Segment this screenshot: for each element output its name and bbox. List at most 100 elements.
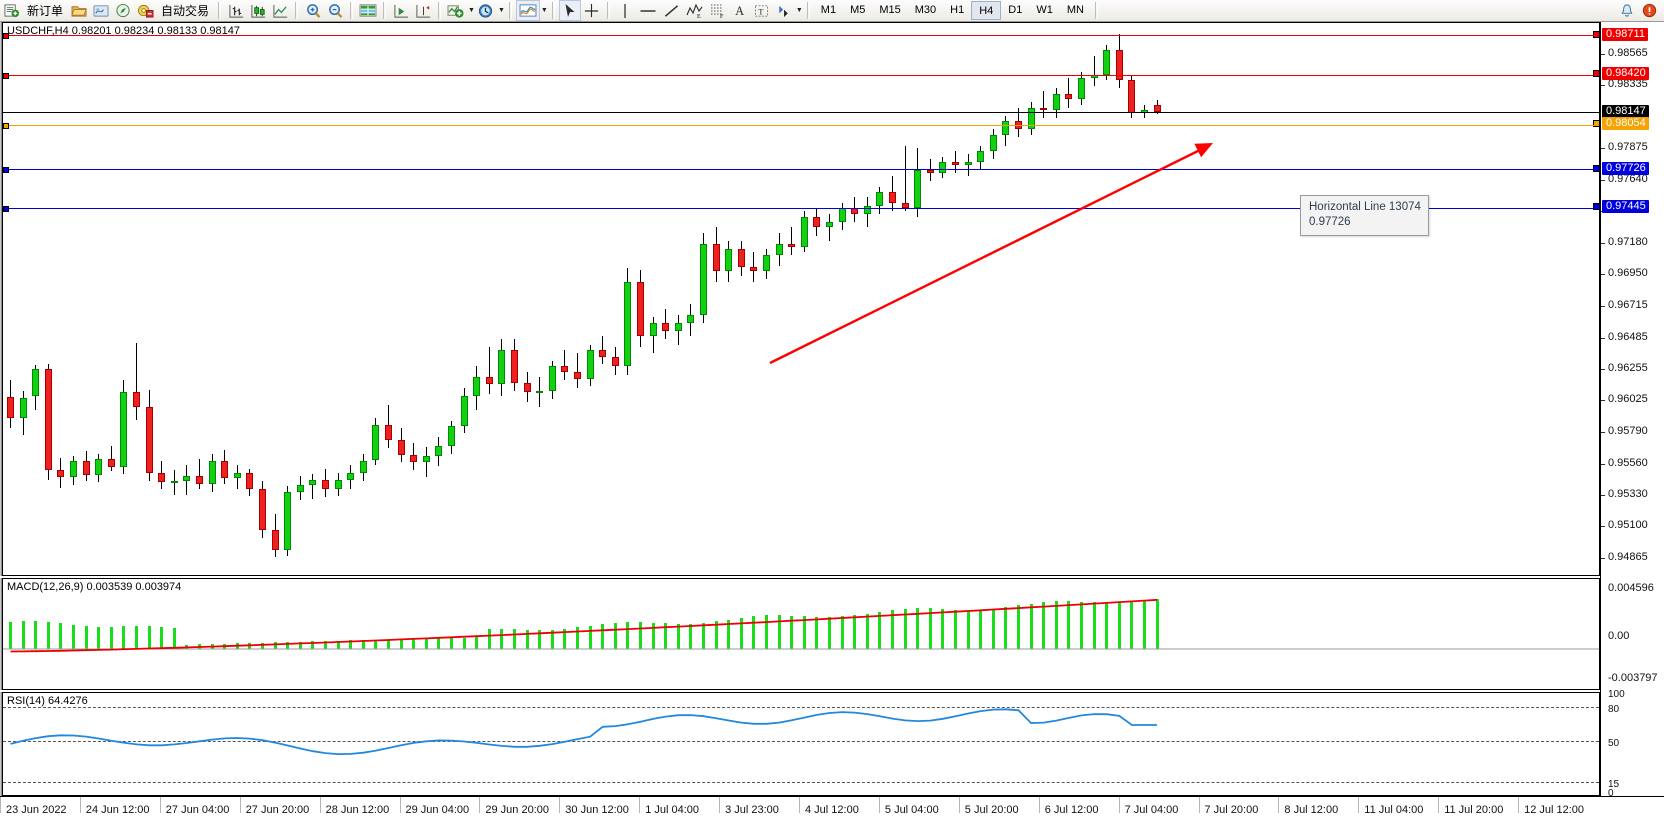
level-tag-handle[interactable]	[1593, 70, 1600, 78]
chevron-down-icon[interactable]: ▼	[540, 7, 548, 14]
new-order-icon[interactable]	[0, 0, 22, 21]
vertical-line-icon[interactable]	[614, 0, 636, 21]
bar-chart-icon[interactable]	[225, 0, 247, 21]
level-handle[interactable]	[3, 205, 9, 212]
elliott-wave-icon[interactable]: E	[683, 0, 706, 21]
level-handle[interactable]	[3, 122, 9, 129]
orange-level-tag[interactable]: 0.98054	[1593, 117, 1649, 131]
chevron-down-icon[interactable]: ▼	[795, 7, 803, 14]
folder-icon[interactable]	[68, 0, 90, 21]
shapes-icon[interactable]	[773, 0, 795, 21]
candle	[347, 23, 355, 575]
time-axis-label: 30 Jun 12:00	[565, 804, 629, 816]
candle-body	[133, 392, 140, 408]
timeframe-w1[interactable]: W1	[1036, 4, 1053, 16]
chevron-down-icon[interactable]: ▼	[497, 7, 505, 14]
timeframe-h4[interactable]: H4	[971, 1, 1002, 20]
price-chart-pane[interactable]: USDCHF,H4 0.98201 0.98234 0.98133 0.9814…	[2, 22, 1600, 576]
templates-icon[interactable]	[515, 0, 540, 21]
data-window-icon[interactable]	[90, 0, 112, 21]
timeframe-m15[interactable]: M15	[879, 4, 901, 16]
price-pane-rail[interactable]	[0, 22, 2, 576]
rsi-pane-rail[interactable]	[0, 692, 2, 796]
macd-histogram-bar	[954, 609, 957, 649]
timeframe-d1[interactable]: D1	[1008, 4, 1023, 16]
time-axis-label: 3 Jul 23:00	[725, 804, 779, 816]
level-tag-handle[interactable]	[1593, 164, 1600, 172]
tooltip-value: 0.97726	[1309, 216, 1351, 228]
candle-wick	[488, 347, 490, 394]
horizontal-line-icon[interactable]	[636, 0, 660, 21]
timeframe-m30[interactable]: M30	[914, 4, 937, 16]
level-line-resistance[interactable]	[3, 72, 1599, 79]
grid-icon[interactable]	[357, 0, 379, 21]
macd-pane-rail[interactable]	[0, 578, 2, 690]
level-tag-handle[interactable]	[1593, 203, 1600, 211]
text-label-icon[interactable]: T	[751, 0, 773, 21]
candle-body	[170, 480, 178, 483]
price-axis-tick: 0.97180	[1608, 235, 1648, 248]
auto-trading-label[interactable]: 自动交易	[161, 4, 210, 18]
trendline-icon[interactable]	[660, 0, 683, 21]
indicators-icon[interactable]	[445, 0, 467, 21]
macd-histogram-bar	[676, 623, 680, 649]
zoom-in-icon[interactable]	[302, 0, 324, 21]
level-line-ask[interactable]	[3, 33, 1599, 40]
toolbar-separator	[350, 2, 354, 19]
timeframe-mn[interactable]: MN	[1066, 4, 1084, 16]
macd-histogram-bar	[361, 640, 365, 649]
shift-end-icon[interactable]	[390, 0, 412, 21]
timeframe-m5[interactable]: M5	[850, 4, 866, 16]
level-line-last[interactable]	[3, 112, 1599, 113]
navigator-icon[interactable]	[112, 0, 134, 21]
candle-body	[246, 472, 254, 490]
crosshair-icon[interactable]	[581, 0, 603, 21]
candlestick-chart-icon[interactable]	[247, 0, 269, 21]
macd-pane[interactable]: MACD(12,26,9) 0.003539 0.003974	[2, 578, 1600, 690]
candle-body	[586, 350, 594, 379]
level-handle[interactable]	[3, 167, 9, 174]
ask-price-tag[interactable]: 0.98711	[1593, 27, 1648, 41]
level-line-horizontal-line-13074[interactable]	[3, 167, 1599, 174]
macd-histogram-bar	[1155, 599, 1159, 649]
last-price-tag[interactable]: 0.98147	[1602, 104, 1649, 118]
alert-icon[interactable]	[1616, 0, 1638, 21]
candle-body	[1115, 50, 1123, 81]
chart-area[interactable]: USDCHF,H4 0.98201 0.98234 0.98133 0.9814…	[0, 22, 1664, 829]
line-chart-icon[interactable]	[269, 0, 291, 21]
level-line-pivot[interactable]	[3, 122, 1599, 129]
help-icon[interactable]	[1638, 0, 1660, 21]
period-clock-icon[interactable]	[475, 0, 497, 21]
rsi-pane[interactable]: RSI(14) 64.4276	[2, 692, 1600, 796]
new-order-label[interactable]: 新订单	[27, 4, 64, 18]
timeframe-h1[interactable]: H1	[950, 4, 965, 16]
price-axis-tick-mark	[1601, 368, 1605, 370]
candle	[107, 23, 116, 575]
macd-histogram-bar	[513, 629, 516, 649]
macd-label: MACD(12,26,9) 0.003539 0.003974	[7, 581, 182, 593]
level-handle[interactable]	[3, 33, 9, 40]
macd-histogram-bar	[97, 626, 101, 649]
candle-body	[611, 356, 619, 367]
candle-body	[662, 322, 670, 332]
chevron-down-icon[interactable]: ▼	[468, 7, 475, 14]
time-axis[interactable]: 23 Jun 2022 24 Jun 12:00 27 Jun 04:00 27 Ju…	[0, 796, 1664, 829]
candle-body	[120, 392, 128, 468]
candle	[372, 23, 380, 575]
candle	[1040, 23, 1048, 575]
zoom-out-icon[interactable]	[324, 0, 346, 21]
horizontal-line-13074-tag[interactable]: 0.97726	[1593, 161, 1649, 175]
level-tag-handle[interactable]	[1593, 30, 1600, 38]
level-handle[interactable]	[3, 72, 9, 79]
timeframe-m1[interactable]: M1	[820, 4, 837, 16]
text-icon[interactable]: A	[729, 0, 751, 21]
resistance-level-tag[interactable]: 0.98420	[1593, 67, 1649, 81]
auto-scroll-icon[interactable]	[412, 0, 434, 21]
price-axis[interactable]: 0.985650.983350.978750.976400.974100.971…	[1593, 22, 1664, 799]
level-tag-handle[interactable]	[1593, 120, 1600, 128]
fibonacci-icon[interactable]: F	[706, 0, 729, 21]
support-level-tag[interactable]: 0.97445	[1593, 200, 1649, 214]
cursor-icon[interactable]	[558, 0, 581, 21]
auto-trading-icon[interactable]	[134, 0, 156, 21]
candle-body	[448, 426, 455, 446]
